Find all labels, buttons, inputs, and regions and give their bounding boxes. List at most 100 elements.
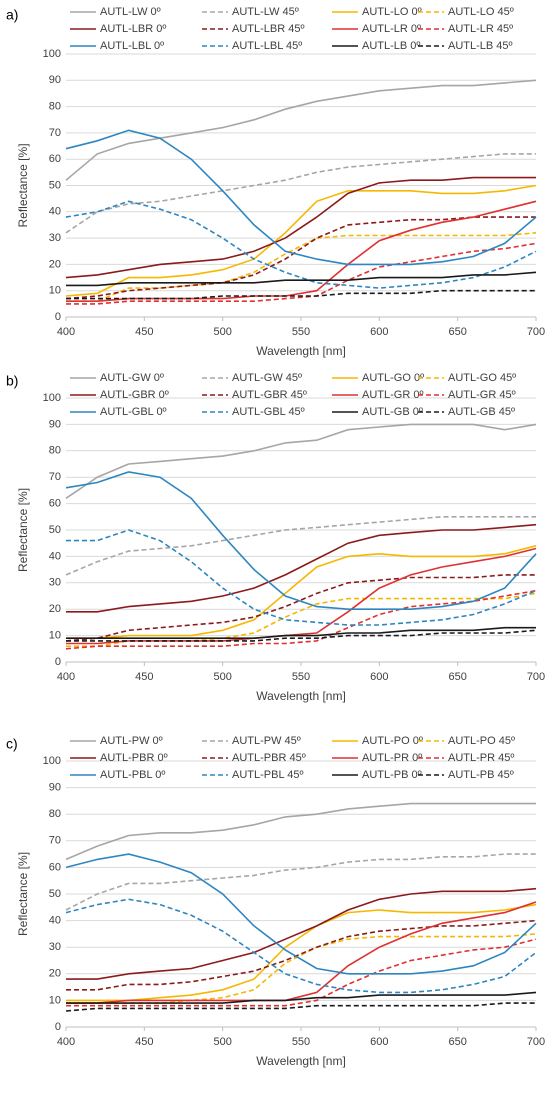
series-line	[66, 919, 537, 991]
x-axis-label: Wavelength [nm]	[256, 344, 346, 358]
legend-label: AUTL-PO 45º	[448, 735, 515, 747]
x-tick-label: 600	[370, 326, 388, 338]
y-tick-label: 0	[55, 1021, 61, 1033]
legend-label: AUTL-LBL 45º	[232, 40, 302, 52]
y-axis-label: Reflectance [%]	[16, 488, 30, 572]
legend-label: AUTL-LR 0º	[362, 23, 421, 35]
x-tick-label: 600	[370, 671, 388, 683]
series-line	[65, 802, 536, 861]
y-tick-label: 80	[49, 808, 61, 820]
y-tick-label: 0	[55, 656, 61, 668]
series-line	[66, 271, 537, 287]
y-axis-label: Reflectance [%]	[16, 852, 30, 936]
series-line	[65, 516, 536, 576]
legend-label: AUTL-LO 0º	[362, 6, 422, 18]
y-tick-label: 60	[49, 153, 61, 165]
series-line	[66, 933, 537, 1004]
series-line	[66, 901, 537, 1004]
x-tick-label: 400	[57, 326, 75, 338]
legend-label: AUTL-LBR 45º	[232, 23, 305, 35]
legend-label: AUTL-GBL 45º	[232, 406, 305, 418]
y-tick-label: 50	[49, 179, 61, 191]
x-axis-label: Wavelength [nm]	[256, 689, 346, 703]
series-line	[66, 903, 537, 1002]
y-tick-label: 20	[49, 968, 61, 980]
legend-label: AUTL-GR 45º	[448, 389, 516, 401]
x-tick-label: 650	[448, 1036, 466, 1048]
series-line	[65, 423, 537, 499]
series-line	[66, 626, 536, 639]
x-tick-label: 450	[135, 1036, 153, 1048]
series-line	[66, 529, 537, 626]
series-line	[66, 232, 537, 302]
panel-label: a)	[6, 7, 18, 23]
legend-label: AUTL-LBL 0º	[100, 40, 164, 52]
x-tick-label: 400	[57, 1036, 75, 1048]
series-line	[66, 887, 537, 980]
x-tick-label: 550	[292, 1036, 310, 1048]
series-line	[66, 938, 537, 1007]
panel-label: c)	[6, 736, 18, 752]
y-tick-label: 60	[49, 861, 61, 873]
panel-label: b)	[6, 373, 18, 389]
series-line	[65, 184, 537, 297]
y-tick-label: 0	[55, 311, 61, 323]
legend-label: AUTL-LW 45º	[232, 6, 299, 18]
y-tick-label: 30	[49, 232, 61, 244]
y-tick-label: 70	[49, 127, 61, 139]
legend-label: AUTL-PW 0º	[100, 735, 163, 747]
legend-label: AUTL-LO 45º	[448, 6, 514, 18]
series-line	[65, 79, 537, 181]
y-tick-label: 80	[49, 445, 61, 457]
legend-label: AUTL-LW 0º	[100, 6, 161, 18]
y-tick-label: 10	[49, 285, 61, 297]
y-tick-label: 40	[49, 206, 61, 218]
legend-label: AUTL-LB 45º	[448, 40, 513, 52]
x-tick-label: 650	[448, 326, 466, 338]
x-tick-label: 400	[57, 671, 75, 683]
legend-label: AUTL-GBR 0º	[100, 389, 169, 401]
series-line	[66, 545, 537, 639]
series-line	[65, 129, 537, 266]
y-tick-label: 40	[49, 915, 61, 927]
x-tick-label: 450	[135, 671, 153, 683]
series-line	[65, 589, 537, 650]
y-tick-label: 90	[49, 418, 61, 430]
series-line	[65, 1002, 536, 1012]
series-line	[66, 592, 537, 647]
x-tick-label: 650	[448, 671, 466, 683]
y-tick-label: 50	[49, 888, 61, 900]
x-tick-label: 600	[370, 1036, 388, 1048]
series-line	[65, 216, 536, 300]
series-line	[65, 153, 536, 234]
legend-label: AUTL-PBL 0º	[100, 769, 165, 781]
y-tick-label: 100	[43, 755, 61, 767]
y-tick-label: 50	[49, 524, 61, 536]
y-tick-label: 70	[49, 471, 61, 483]
series-line	[66, 289, 536, 300]
legend-label: AUTL-GBR 45º	[232, 389, 307, 401]
legend-label: AUTL-GB 0º	[362, 406, 423, 418]
y-tick-label: 70	[49, 835, 61, 847]
x-tick-label: 550	[292, 671, 310, 683]
legend-label: AUTL-GW 45º	[232, 372, 302, 384]
series-line	[66, 200, 537, 302]
y-tick-label: 30	[49, 577, 61, 589]
y-tick-label: 10	[49, 630, 61, 642]
legend-label: AUTL-GB 45º	[448, 406, 515, 418]
x-tick-label: 700	[527, 671, 545, 683]
legend-label: AUTL-GBL 0º	[100, 406, 167, 418]
x-tick-label: 500	[213, 326, 231, 338]
legend-label: AUTL-PR 0º	[362, 752, 422, 764]
series-line	[66, 242, 537, 305]
series-line	[65, 471, 537, 610]
series-line	[65, 853, 537, 975]
legend-label: AUTL-PR 45º	[448, 752, 514, 764]
series-line	[66, 991, 537, 1004]
legend-label: AUTL-GR 0º	[362, 389, 423, 401]
legend-label: AUTL-GO 0º	[362, 372, 424, 384]
x-axis-label: Wavelength [nm]	[256, 1054, 346, 1068]
series-line	[65, 898, 537, 994]
